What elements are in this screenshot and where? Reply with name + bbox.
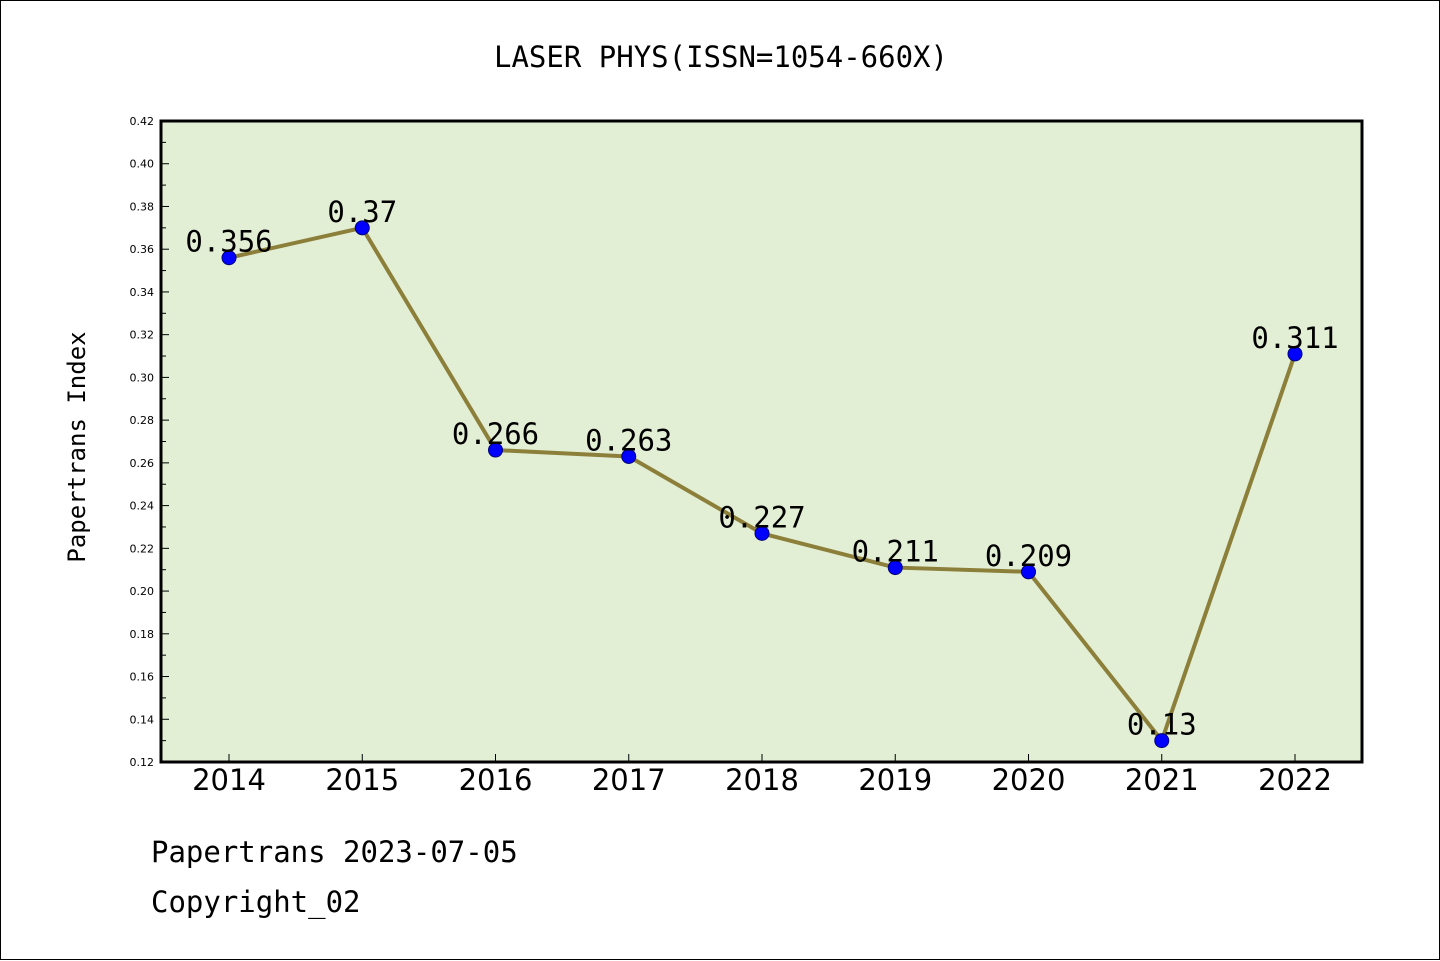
y-axis-label: Papertrans Index [63,331,91,562]
x-tick-label: 2018 [725,763,799,797]
data-label: 0.37 [327,195,397,229]
y-tick-label: 0.40 [130,158,155,171]
data-point [488,442,503,458]
data-point [887,560,903,576]
x-axis: 2014 2015 2016 2017 2018 2019 2020 2021 2022 [192,754,1332,797]
data-point [1021,564,1036,580]
y-tick-label: 0.26 [130,457,155,470]
footer-source: Papertrans 2023-07-05 [151,835,518,869]
y-tick-label: 0.32 [130,329,155,342]
x-tick-label: 2022 [1258,763,1332,797]
y-tick-label: 0.36 [130,243,155,256]
data-point [1154,733,1170,749]
x-tick-label: 2014 [192,763,266,797]
data-label: 0.266 [452,417,539,451]
data-point [754,525,770,541]
y-axis: 0.12 0.14 0.16 0.18 0.20 0.22 0.24 0.26 0.28 0.30… [130,115,169,769]
y-tick-label: 0.16 [130,671,155,684]
data-labels: 0.356 0.37 0.266 0.263 0.227 0.211 0.209 0.13 0.… [185,195,1338,742]
data-label: 0.356 [185,225,272,259]
y-tick-label: 0.12 [130,756,155,769]
y-tick-label: 0.22 [130,542,155,555]
data-label: 0.13 [1127,708,1197,742]
x-tick-label: 2021 [1125,763,1199,797]
x-tick-label: 2017 [592,763,666,797]
footer-copyright: Copyright_02 [151,885,361,919]
y-tick-label: 0.20 [130,585,155,598]
data-point [221,250,237,266]
chart-title: LASER PHYS(ISSN=1054-660X) [494,40,948,74]
x-tick-label: 2019 [858,763,932,797]
data-label: 0.209 [985,539,1072,573]
data-point [621,448,637,464]
data-label: 0.311 [1251,321,1338,355]
y-tick-label: 0.14 [130,713,155,726]
data-label: 0.263 [585,423,672,457]
y-tick-label: 0.24 [130,500,155,513]
x-tick-label: 2020 [992,763,1066,797]
data-markers [221,220,1303,749]
data-label: 0.211 [852,535,939,569]
x-tick-label: 2016 [459,763,533,797]
data-point [1287,346,1303,362]
data-point [354,220,370,236]
y-tick-label: 0.18 [130,628,155,641]
y-tick-label: 0.42 [130,115,155,128]
data-label: 0.227 [718,500,805,534]
y-tick-label: 0.34 [130,286,155,299]
x-tick-label: 2015 [325,763,399,797]
y-tick-label: 0.30 [130,371,155,384]
y-tick-label: 0.38 [130,200,155,213]
y-tick-label: 0.28 [130,414,155,427]
